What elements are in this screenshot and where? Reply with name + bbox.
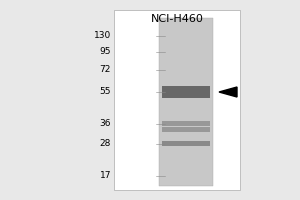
FancyBboxPatch shape [162,86,210,98]
Text: 130: 130 [94,31,111,40]
Text: 95: 95 [100,47,111,56]
Text: 36: 36 [100,119,111,129]
FancyBboxPatch shape [162,140,210,146]
FancyBboxPatch shape [162,127,210,132]
Text: 55: 55 [100,88,111,97]
Polygon shape [219,87,237,97]
Text: NCI-H460: NCI-H460 [151,14,203,24]
FancyBboxPatch shape [162,120,210,126]
FancyBboxPatch shape [159,18,213,186]
Text: 28: 28 [100,140,111,148]
Text: 17: 17 [100,171,111,180]
Text: 72: 72 [100,66,111,74]
FancyBboxPatch shape [114,10,240,190]
